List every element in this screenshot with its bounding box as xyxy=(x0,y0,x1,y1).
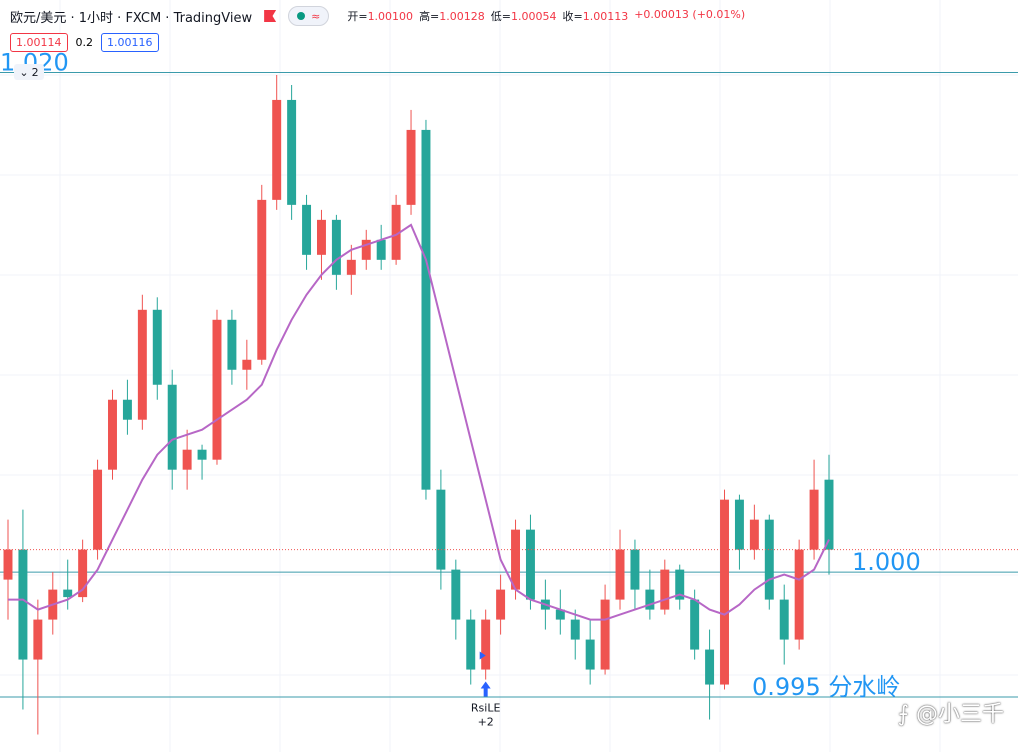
candle-body xyxy=(406,129,416,205)
candle-body xyxy=(705,649,715,685)
candle-body xyxy=(182,449,192,470)
candle-body xyxy=(824,479,834,550)
candle-body xyxy=(690,599,700,650)
candle-body xyxy=(570,619,580,640)
candle-body xyxy=(302,204,312,255)
candle-body xyxy=(734,499,744,550)
candle-body xyxy=(346,259,356,275)
ohlc-label: 高= xyxy=(419,10,440,23)
ohlc-item: 开=1.00100 xyxy=(347,8,413,24)
signal-arrow xyxy=(480,681,491,697)
ohlc-label: 开= xyxy=(347,10,368,23)
ohlc-item: 低=1.00054 xyxy=(491,8,557,24)
candle-body xyxy=(809,489,819,550)
candle-body xyxy=(361,239,371,260)
candle-body xyxy=(525,529,535,600)
ohlc-value: 1.00054 xyxy=(511,10,557,23)
candle-body xyxy=(167,384,177,470)
level-label: 1.000 xyxy=(852,548,921,576)
header: 欧元/美元 · 1小时 · FXCM · TradingView ≈ 开=1.0… xyxy=(10,6,745,26)
ohlc-value: 1.00128 xyxy=(439,10,485,23)
candle-body xyxy=(137,309,147,420)
collapse-count: 2 xyxy=(31,65,39,79)
candle-body xyxy=(3,549,13,580)
candle-body xyxy=(331,219,341,275)
candle-body xyxy=(720,499,729,685)
status-pill[interactable]: ≈ xyxy=(288,6,330,26)
candle-body xyxy=(108,399,117,470)
candle-body xyxy=(93,469,103,550)
candle-body xyxy=(152,309,162,385)
ohlc-label: 收= xyxy=(562,10,583,23)
flag-icon[interactable] xyxy=(264,10,277,22)
candle-body xyxy=(421,129,431,490)
candle-body xyxy=(316,219,326,255)
candle-body xyxy=(600,599,610,670)
chevron: ⌄ xyxy=(19,65,29,79)
ohlc-change: +0.00013 (+0.01%) xyxy=(634,8,746,21)
badges: 1.00114 0.2 1.00116 xyxy=(10,33,159,52)
candle-body xyxy=(63,589,73,598)
candle-body xyxy=(78,549,88,598)
buy-price[interactable]: 1.00116 xyxy=(101,33,159,52)
candle-body xyxy=(466,619,476,670)
signal-name: RsiLE xyxy=(471,702,501,715)
candle-body xyxy=(227,319,237,370)
ohlc-value: 1.00100 xyxy=(367,10,414,23)
watermark-text: @小三千 xyxy=(915,702,1004,727)
candle-body xyxy=(212,319,222,460)
candle-body xyxy=(33,619,43,660)
candle-body xyxy=(436,489,446,570)
candle-body xyxy=(511,529,521,590)
candle-body xyxy=(496,589,506,620)
candle-body xyxy=(272,99,282,200)
candle-body xyxy=(257,199,267,360)
symbol: 欧元/美元 · 1小时 · FXCM · TradingView xyxy=(10,10,253,26)
ohlc-label: 低= xyxy=(490,10,511,23)
candle-body xyxy=(376,239,386,260)
candle-body xyxy=(122,399,132,420)
candle-body xyxy=(615,549,625,600)
ohlc-item: 收=1.00113 xyxy=(563,8,629,24)
candle-body xyxy=(585,639,595,670)
ohlc: 开=1.00100 高=1.00128 低=1.00054 收=1.00113 +0.0… xyxy=(347,8,745,24)
candle-body xyxy=(18,549,28,660)
collapse-button[interactable]: ⌄ 2 xyxy=(14,64,44,80)
candle-body xyxy=(675,569,685,600)
spread: 0.2 xyxy=(75,36,94,49)
candle-body xyxy=(481,619,491,670)
candle-body xyxy=(242,359,252,370)
moving-average xyxy=(8,223,830,621)
signal-flag xyxy=(479,651,486,660)
candle-body xyxy=(645,589,655,610)
signal-qty: +2 xyxy=(478,716,494,729)
watermark: ⨍ @小三千 xyxy=(897,702,1004,727)
candle-body xyxy=(660,569,670,610)
candle-body xyxy=(451,569,461,620)
candle-body xyxy=(779,599,789,640)
candle-body xyxy=(764,519,774,600)
candle-body xyxy=(749,519,759,550)
ohlc-value: 1.00113 xyxy=(582,10,629,23)
level-label: 0.995 分水岭 xyxy=(752,673,900,701)
candle-body xyxy=(287,99,297,205)
candle-body xyxy=(630,549,640,590)
candle-body xyxy=(794,549,804,640)
candle-body xyxy=(391,204,401,260)
ohlc-item: 高=1.00128 xyxy=(419,8,485,24)
sell-price[interactable]: 1.00114 xyxy=(10,33,68,52)
candle-body xyxy=(555,609,565,620)
candle-body xyxy=(197,449,207,460)
